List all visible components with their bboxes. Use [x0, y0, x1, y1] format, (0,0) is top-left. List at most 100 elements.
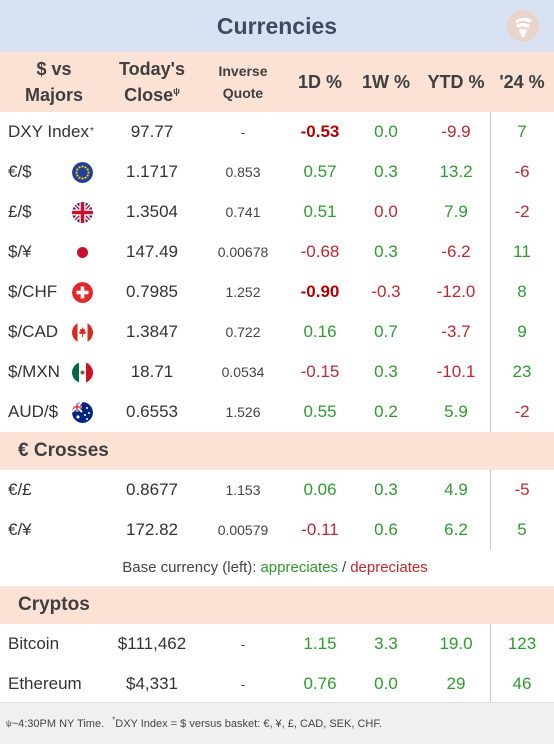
cell-w1: 0.0: [374, 122, 398, 141]
cell-ytd: -6.2: [441, 242, 471, 261]
column-divider: [490, 112, 491, 432]
cell-close: 172.82: [126, 520, 178, 539]
table-row: Bitcoin $111,462 - 1.15 3.3 19.0 123: [0, 624, 554, 664]
row-name: Ethereum: [8, 674, 82, 693]
cell-inverse: 0.853: [225, 164, 261, 180]
legend-depreciates: depreciates: [350, 558, 428, 576]
cell-w1: 0.7: [374, 322, 398, 341]
cell-close: 0.7985: [126, 282, 178, 301]
row-name: €/£: [8, 480, 32, 499]
cell-inverse: 0.0534: [221, 364, 265, 380]
cell-ytd: -3.7: [441, 322, 471, 341]
cell-y24: -2: [514, 202, 530, 221]
cell-inverse: -: [240, 124, 246, 140]
cell-y24: 7: [517, 122, 527, 141]
cell-inverse: 1.153: [225, 482, 261, 498]
table-row: $/¥ 147.49 0.00678 -0.68 0.3 -6.2 11: [0, 232, 554, 272]
legend-prefix: Base currency (left):: [122, 558, 257, 576]
cell-inverse: 1.526: [225, 404, 261, 420]
cell-ytd: 5.9: [444, 402, 468, 421]
cell-d1: 0.57: [303, 162, 337, 181]
cell-d1: 0.76: [303, 674, 337, 693]
cell-ytd: -9.9: [441, 122, 471, 141]
header-1w: 1W %: [361, 72, 410, 92]
cell-d1: 0.55: [303, 402, 337, 421]
cell-ytd: -12.0: [436, 282, 476, 301]
row-name: $/¥: [8, 242, 32, 261]
cell-close: 18.71: [130, 362, 174, 381]
cell-y24: 23: [512, 362, 532, 381]
au-flag-icon: [72, 402, 93, 423]
column-divider: [490, 470, 491, 550]
row-name: $/CAD: [8, 322, 59, 341]
cell-ytd: 7.9: [444, 202, 468, 221]
table-row: AUD/$ 0.6553 1.526 0.55 0.2 5.9 -2: [0, 392, 554, 432]
cell-d1: 0.06: [303, 480, 337, 499]
cell-close: 1.3847: [126, 322, 178, 341]
header-ytd: YTD %: [427, 72, 485, 92]
cell-ytd: -10.1: [436, 362, 476, 381]
brand-logo-icon: [507, 10, 539, 42]
cell-w1: 0.3: [374, 242, 398, 261]
cell-d1: -0.90: [300, 282, 340, 301]
cell-close: 0.6553: [126, 402, 178, 421]
row-name: Bitcoin: [8, 634, 60, 653]
ch-flag-icon: [72, 282, 93, 303]
row-name: $/CHF: [8, 282, 58, 301]
table-row: $/CHF 0.7985 1.252 -0.90 -0.3 -12.0 8: [0, 272, 554, 312]
cell-ytd: 13.2: [439, 162, 473, 181]
row-name: €/¥: [8, 520, 32, 539]
jp-flag-icon: [72, 242, 93, 263]
cell-w1: -0.3: [371, 282, 401, 301]
cell-y24: 46: [512, 674, 532, 693]
cell-close: 147.49: [126, 242, 178, 261]
cell-y24: 5: [517, 520, 527, 539]
section-cryptos: Cryptos: [0, 586, 554, 624]
footnote: ψ ~4:30PM NY Time. *DXY Index = $ versus…: [0, 702, 554, 744]
row-name: £/$: [8, 202, 32, 221]
table-row: €/£ 0.8677 1.153 0.06 0.3 4.9 -5: [0, 470, 554, 510]
header-close: Today's Closeψ: [119, 59, 185, 105]
table-row: Ethereum $4,331 - 0.76 0.0 29 46: [0, 664, 554, 704]
cell-inverse: -: [240, 676, 246, 692]
cell-y24: 123: [507, 634, 537, 653]
header-pair: $ vs Majors: [24, 59, 84, 105]
cell-close: 1.1717: [126, 162, 178, 181]
color-legend: Base currency (left): appreciates / depr…: [0, 550, 554, 584]
cell-d1: -0.11: [301, 520, 339, 539]
table-row: $/CAD 1.3847 0.722 0.16 0.7 -3.7 9: [0, 312, 554, 352]
uk-flag-icon: [72, 202, 93, 223]
row-name: $/MXN: [8, 362, 60, 381]
cell-y24: -6: [514, 162, 530, 181]
cell-close: $4,331: [126, 674, 178, 693]
legend-appreciates: appreciates: [260, 558, 339, 576]
cell-y24: 9: [517, 322, 527, 341]
cell-w1: 0.3: [374, 362, 398, 381]
table-row: $/MXN 18.71 0.0534 -0.15 0.3 -10.1 23: [0, 352, 554, 392]
cell-y24: -2: [514, 402, 530, 421]
mx-flag-icon: [72, 362, 93, 383]
row-name: DXY Index *: [8, 122, 94, 141]
eu-flag-icon: [72, 162, 93, 183]
cell-w1: 0.0: [374, 202, 398, 221]
cell-ytd: 6.2: [444, 520, 468, 539]
row-name: AUD/$: [8, 402, 59, 421]
legend-slash: /: [342, 558, 347, 576]
page-title: Currencies: [216, 12, 338, 39]
table-row: £/$ 1.3504 0.741 0.51 0.0 7.9 -2: [0, 192, 554, 232]
cell-inverse: 0.722: [225, 324, 261, 340]
cell-inverse: 1.252: [225, 284, 261, 300]
cell-close: 1.3504: [126, 202, 178, 221]
cell-inverse: 0.00579: [217, 522, 269, 538]
cell-close: $111,462: [117, 634, 187, 653]
cell-y24: 11: [513, 242, 531, 261]
cell-ytd: 19.0: [439, 634, 473, 653]
cell-d1: 0.16: [303, 322, 337, 341]
cell-d1: 1.15: [303, 634, 337, 653]
cell-inverse: 0.00678: [217, 244, 269, 260]
cell-y24: 8: [517, 282, 527, 301]
header-24: '24 %: [499, 72, 545, 92]
title-bar: Currencies: [0, 0, 554, 52]
section-crosses: € Crosses: [0, 432, 554, 470]
header-1d: 1D %: [297, 72, 342, 92]
